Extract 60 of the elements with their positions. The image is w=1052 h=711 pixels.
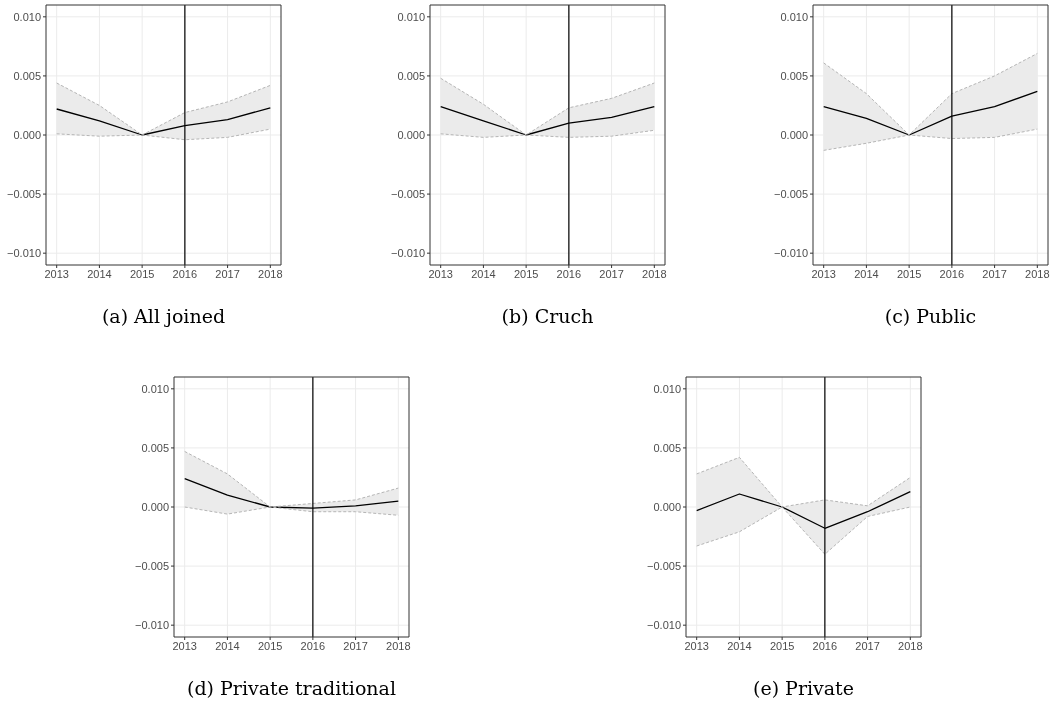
x-tick-label: 2017 [599,267,624,280]
x-tick-label: 2018 [642,267,667,280]
x-tick-label: 2017 [982,267,1007,280]
x-tick-label: 2016 [939,267,965,280]
y-tick-label: 0.005 [13,69,41,82]
x-tick-label: 2014 [854,267,879,280]
x-tick-label: 2016 [300,639,326,652]
y-tick-label: 0.010 [13,10,41,23]
y-tick-label: −0.005 [7,188,41,200]
y-tick-label: 0.010 [141,382,169,395]
x-tick-label: 2013 [428,267,453,280]
text: (c) Public [883,305,978,327]
y-tick-label: 0.005 [653,441,681,454]
y-tick-label: −0.010 [774,247,808,260]
y-tick-label: 0.005 [780,69,808,82]
x-tick-label: 2014 [471,267,496,280]
y-tick-label: −0.005 [391,188,425,200]
y-tick-label: −0.010 [135,619,169,632]
x-tick-label: 2016 [172,267,198,280]
y-tick-label: 0.005 [141,441,169,454]
x-tick-label: 2017 [343,639,368,652]
x-tick-label: 2013 [44,267,69,280]
y-tick-label: 0.005 [397,69,425,82]
x-tick-label: 2018 [386,639,411,652]
text: (e) Private [752,677,855,699]
x-tick-label: 2018 [258,267,283,280]
y-tick-label: −0.010 [391,247,425,260]
x-tick-label: 2017 [215,267,240,280]
text: (b) Cruch [500,305,595,327]
x-tick-label: 2015 [129,267,155,280]
text: (a) All joined [100,305,227,327]
text: (d) Private traditional [186,677,397,699]
y-tick-label: 0.010 [653,382,681,395]
y-tick-label: −0.005 [647,560,681,572]
x-tick-label: 2018 [898,639,923,652]
x-tick-label: 2016 [812,639,838,652]
y-tick-label: 0.010 [397,10,425,23]
y-tick-label: 0.000 [13,128,41,141]
x-tick-label: 2015 [896,267,922,280]
x-tick-label: 2015 [257,639,283,652]
y-tick-label: −0.010 [7,247,41,260]
y-tick-label: 0.000 [780,128,808,141]
x-tick-label: 2014 [215,639,240,652]
x-tick-label: 2013 [684,639,709,652]
y-tick-label: −0.005 [774,188,808,200]
x-tick-label: 2014 [87,267,112,280]
x-tick-label: 2016 [556,267,582,280]
y-tick-label: 0.000 [653,500,681,513]
y-tick-label: 0.010 [780,10,808,23]
x-tick-label: 2017 [855,639,880,652]
x-tick-label: 2015 [513,267,539,280]
x-tick-label: 2018 [1025,267,1050,280]
y-tick-label: 0.000 [397,128,425,141]
y-tick-label: 0.000 [141,500,169,513]
x-tick-label: 2015 [769,639,795,652]
x-tick-label: 2013 [811,267,836,280]
y-tick-label: −0.005 [135,560,169,572]
y-tick-label: −0.010 [647,619,681,632]
x-tick-label: 2014 [727,639,752,652]
x-tick-label: 2013 [172,639,197,652]
